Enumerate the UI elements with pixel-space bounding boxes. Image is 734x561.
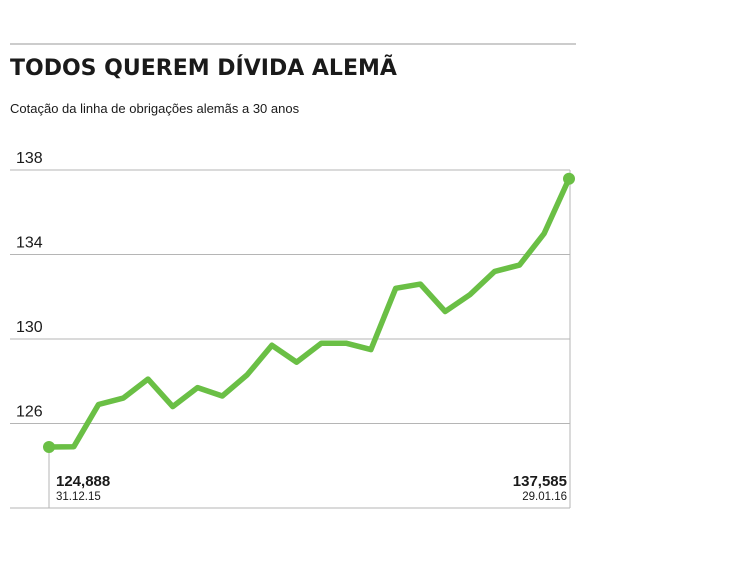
endpoint-markers [43, 172, 575, 453]
y-tick-label: 134 [16, 235, 43, 252]
data-point-marker [563, 172, 575, 185]
y-tick-label: 126 [16, 404, 43, 421]
y-tick-labels: 126 130 134 138 [16, 150, 43, 421]
value-annotation: 137,585 [513, 473, 567, 490]
chart-subtitle: Cotação da linha de obrigações alemãs a … [10, 101, 300, 116]
y-tick-label: 138 [16, 150, 43, 167]
date-annotation: 29.01.16 [522, 491, 567, 503]
y-tick-label: 130 [16, 319, 43, 336]
date-annotation: 31.12.15 [56, 491, 101, 503]
series-line [46, 176, 572, 450]
gridlines [10, 169, 570, 424]
axes [10, 170, 571, 509]
chart-title: TODOS QUEREM DÍVIDA ALEMÃ [10, 55, 397, 81]
value-annotation: 124,888 [56, 473, 110, 490]
series-line-path [46, 176, 572, 450]
data-point-marker [43, 440, 55, 453]
